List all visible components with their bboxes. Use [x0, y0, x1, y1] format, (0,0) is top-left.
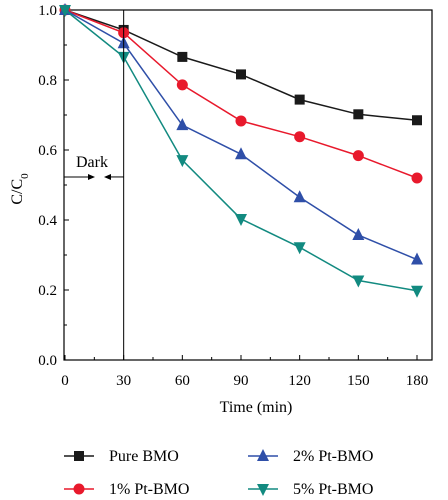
data-point [177, 51, 188, 62]
data-point [235, 213, 247, 226]
legend-label: 2% Pt-BMO [293, 448, 373, 465]
dark-arrowhead-right [88, 173, 95, 180]
data-point [293, 190, 306, 203]
legend-marker [257, 449, 269, 461]
y-tick-label: 1.0 [38, 3, 57, 19]
data-point [353, 109, 364, 120]
data-point [294, 131, 306, 143]
x-axis-title: Time (min) [220, 399, 293, 416]
data-point [59, 5, 71, 17]
x-tick-label: 30 [116, 373, 131, 389]
y-tick-label: 0.4 [38, 213, 57, 229]
x-tick-label: 90 [234, 373, 249, 389]
data-point [352, 275, 365, 288]
plot-frame [63, 9, 433, 361]
data-point [294, 94, 305, 105]
legend-item: 1% Pt-BMO [64, 481, 189, 498]
legend-label: Pure BMO [109, 448, 179, 465]
data-point [236, 69, 246, 80]
x-tick-label: 150 [347, 373, 370, 389]
legend-marker [73, 483, 85, 495]
data-point [412, 115, 422, 126]
y-tick-label: 0.2 [38, 283, 57, 299]
legend-item: Pure BMO [64, 448, 179, 465]
x-tick-label: 0 [61, 373, 69, 389]
legend-marker [74, 451, 84, 461]
data-point [176, 79, 188, 91]
legend-label: 5% Pt-BMO [293, 481, 373, 498]
y-axis-title: C/C0 [9, 173, 31, 205]
legend-item: 2% Pt-BMO [248, 448, 373, 465]
legend-marker [257, 484, 269, 496]
data-point [352, 228, 365, 241]
data-point [176, 155, 189, 168]
data-point [176, 118, 189, 131]
data-point [235, 147, 247, 160]
data-point [293, 242, 306, 255]
series-1 [60, 5, 422, 126]
legend-item: 5% Pt-BMO [248, 481, 373, 498]
data-point [235, 115, 247, 127]
data-point [411, 252, 423, 265]
legend-label: 1% Pt-BMO [109, 481, 189, 498]
data-point [411, 172, 423, 184]
dark-label: Dark [76, 154, 108, 171]
y-tick-label: 0.0 [38, 353, 57, 369]
y-tick-label: 0.6 [38, 143, 57, 159]
series-line [64, 9, 418, 121]
x-tick-label: 120 [288, 373, 311, 389]
data-point [411, 285, 423, 298]
data-point [352, 150, 364, 162]
y-tick-label: 0.8 [38, 73, 57, 89]
x-tick-label: 60 [175, 373, 190, 389]
x-tick-label: 180 [406, 373, 429, 389]
dark-arrowhead-left [104, 173, 111, 180]
